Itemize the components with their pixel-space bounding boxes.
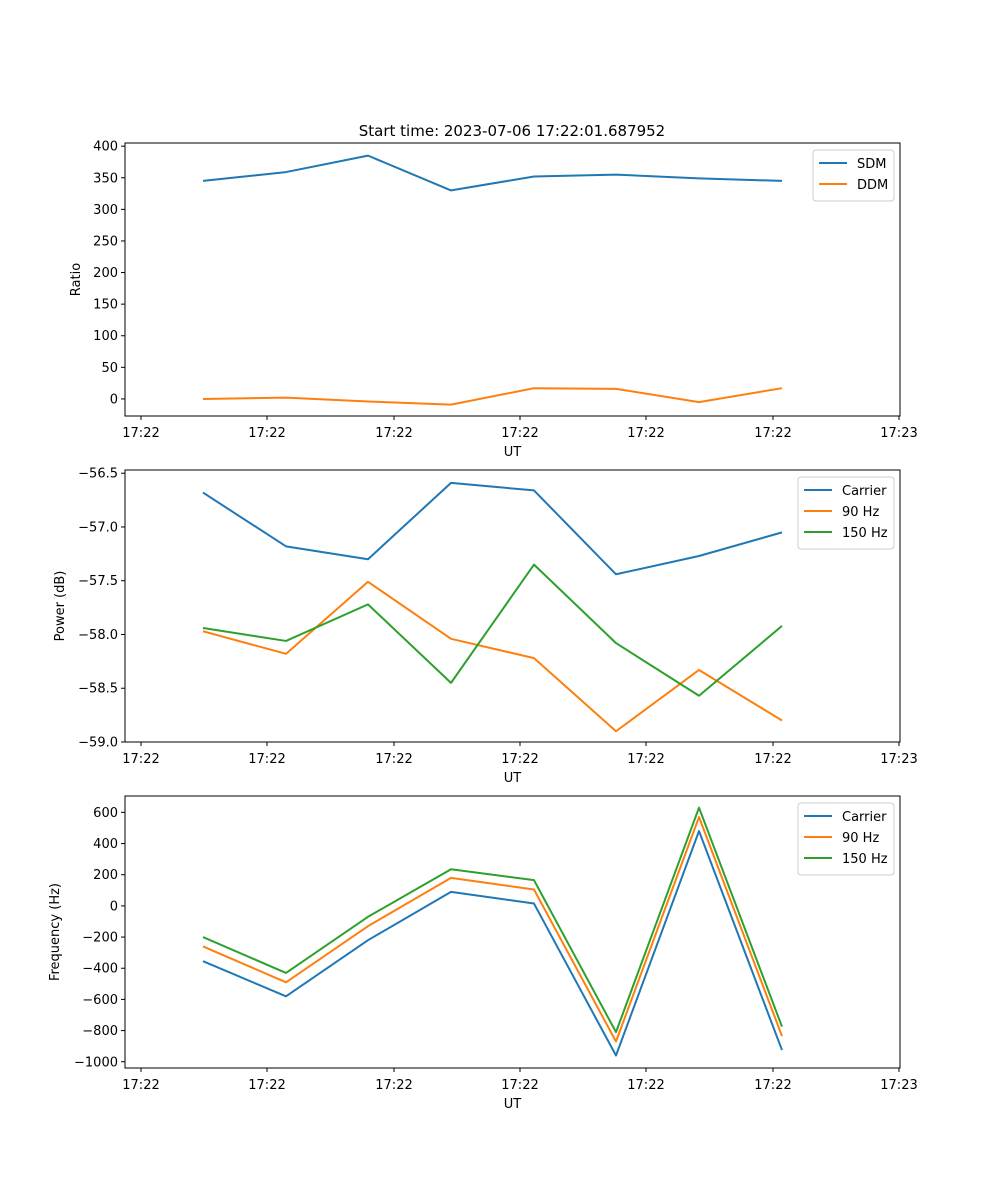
y-tick-label: 200 — [93, 868, 118, 883]
y-tick-label: 350 — [93, 171, 118, 186]
y-tick-label: −58.5 — [78, 682, 118, 697]
legend-label: 150 Hz — [842, 526, 888, 541]
y-tick-label: −59.0 — [78, 736, 118, 751]
legend-label: 90 Hz — [842, 505, 879, 520]
axes-frame — [124, 795, 901, 1069]
x-tick-label: 17:22 — [754, 752, 791, 767]
series-line-ddm — [202, 387, 783, 406]
x-tick-label: 17:22 — [501, 1078, 538, 1093]
y-tick-label: 50 — [101, 361, 118, 376]
legend: Carrier 90 Hz 150 Hz — [797, 802, 895, 876]
y-tick-label: −400 — [82, 962, 118, 977]
x-tick-label: 17:22 — [627, 752, 664, 767]
y-tick-label: 400 — [93, 140, 118, 155]
x-tick-label: 17:23 — [880, 1078, 917, 1093]
series-line-carrier — [202, 830, 783, 1057]
y-tick-label: −600 — [82, 993, 118, 1008]
x-tick-label: 17:22 — [122, 1078, 159, 1093]
y-tick-label: 250 — [93, 234, 118, 249]
y-tick-label: 0 — [110, 899, 118, 914]
x-tick-label: 17:23 — [880, 426, 917, 441]
series-line-90-hz — [202, 580, 783, 733]
y-tick-label: 600 — [93, 806, 118, 821]
y-tick-label: 0 — [110, 392, 118, 407]
subplot-2: −59.0 −58.5 −58.0 −57.5 −57.0 −56.5 17:22 17:22… — [53, 467, 918, 786]
x-axis-label: UT — [504, 1097, 522, 1112]
x-tick-label: 17:22 — [122, 426, 159, 441]
legend-label: Carrier — [842, 484, 887, 499]
y-tick-label: −58.0 — [78, 628, 118, 643]
legend-label: 150 Hz — [842, 852, 888, 867]
series-line-90-hz — [202, 816, 783, 1043]
x-tick-label: 17:22 — [248, 426, 285, 441]
x-tick-label: 17:22 — [122, 752, 159, 767]
legend-label: Carrier — [842, 810, 887, 825]
x-tick-label: 17:22 — [501, 752, 538, 767]
y-tick-label: −56.5 — [78, 467, 118, 482]
y-axis-label: Ratio — [69, 263, 84, 296]
legend: Carrier 90 Hz 150 Hz — [797, 476, 895, 550]
x-tick-label: 17:22 — [754, 1078, 791, 1093]
y-tick-label: 300 — [93, 203, 118, 218]
series-line-carrier — [202, 481, 783, 576]
x-tick-label: 17:22 — [375, 752, 412, 767]
series-line-150-hz — [202, 563, 783, 697]
y-tick-label: −57.0 — [78, 520, 118, 535]
legend: SDM DDM — [812, 149, 895, 202]
y-axis-label: Power (dB) — [53, 571, 68, 642]
y-tick-label: 200 — [93, 266, 118, 281]
legend-label: DDM — [857, 178, 888, 193]
series-line-sdm — [202, 154, 783, 192]
x-tick-label: 17:22 — [627, 1078, 664, 1093]
x-axis-label: UT — [504, 445, 522, 460]
legend-label: 90 Hz — [842, 831, 879, 846]
x-tick-label: 17:22 — [248, 752, 285, 767]
y-axis-label: Frequency (Hz) — [48, 883, 63, 981]
x-axis-label: UT — [504, 771, 522, 786]
subplot-1: 0 50 100 150 200 250 300 350 400 17:22 17:22 17:22 1… — [69, 140, 918, 460]
y-tick-label: 150 — [93, 298, 118, 313]
x-tick-label: 17:22 — [375, 1078, 412, 1093]
y-tick-label: −800 — [82, 1024, 118, 1039]
series-line-150-hz — [202, 806, 783, 1034]
legend-label: SDM — [857, 157, 886, 172]
y-tick-label: −57.5 — [78, 574, 118, 589]
y-tick-label: −1000 — [74, 1055, 118, 1070]
x-tick-label: 17:22 — [248, 1078, 285, 1093]
subplot-3: −1000 −800 −600 −400 −200 0 200 400 600 17:22 17:2… — [48, 795, 918, 1112]
x-tick-label: 17:22 — [501, 426, 538, 441]
y-tick-label: 100 — [93, 329, 118, 344]
x-tick-label: 17:22 — [375, 426, 412, 441]
chart-title: Start time: 2023-07-06 17:22:01.687952 — [359, 122, 665, 140]
axes-frame — [124, 469, 901, 743]
x-tick-label: 17:22 — [627, 426, 664, 441]
axes-frame — [124, 142, 901, 417]
y-tick-label: 400 — [93, 837, 118, 852]
x-tick-label: 17:22 — [754, 426, 791, 441]
x-tick-label: 17:23 — [880, 752, 917, 767]
y-tick-label: −200 — [82, 931, 118, 946]
